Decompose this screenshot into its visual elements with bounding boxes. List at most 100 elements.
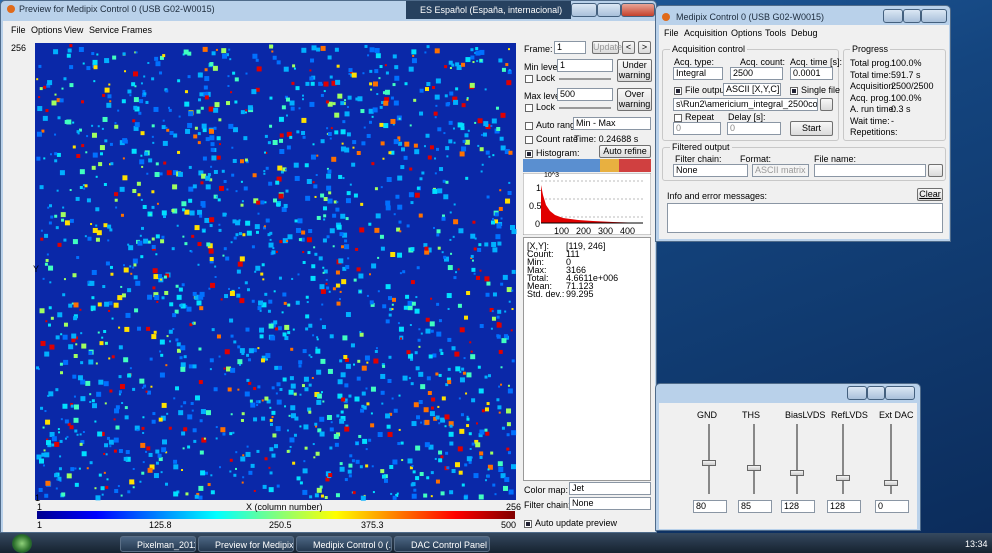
filter-chain-select[interactable]: None [673, 164, 748, 177]
menu-item[interactable]: Service Frames [89, 25, 152, 35]
speckle [234, 101, 237, 104]
lock-checkbox[interactable] [525, 104, 533, 112]
dac-input[interactable]: 85 [738, 500, 772, 513]
minimize-button[interactable] [883, 9, 903, 23]
file-output-checkbox[interactable] [674, 87, 682, 95]
min-slider[interactable] [559, 78, 611, 80]
menu-item[interactable]: Tools [765, 28, 786, 38]
menu-item[interactable]: Acquisition [684, 28, 728, 38]
browse-button[interactable] [928, 164, 943, 177]
dac-input[interactable]: 128 [781, 500, 815, 513]
auto-update-checkbox[interactable] [524, 520, 532, 528]
minimize-button[interactable] [571, 3, 597, 17]
menu-item[interactable]: File [11, 25, 26, 35]
speckle [280, 133, 284, 137]
min-level-input[interactable]: 1 [557, 59, 613, 72]
start-button[interactable]: Start [790, 121, 833, 136]
speckle [242, 200, 244, 202]
speckle [92, 403, 97, 408]
under-warning-button[interactable]: Under warning [617, 59, 652, 82]
format-select[interactable]: ASCII matrix [752, 164, 809, 177]
speckle [296, 130, 299, 133]
auto-update-label: Auto update preview [535, 518, 617, 528]
speckle [59, 455, 61, 457]
taskbar-button[interactable]: Medipix Control 0 (... [296, 536, 392, 552]
color-map-select[interactable]: Jet [569, 482, 651, 495]
repeat-checkbox[interactable] [674, 114, 682, 122]
auto-refine-button[interactable]: Auto refine [599, 145, 651, 158]
speckle [239, 232, 242, 235]
prev-button[interactable]: < [622, 41, 635, 54]
language-bar[interactable]: ES Español (España, internacional) [406, 1, 571, 19]
close-button[interactable] [885, 386, 915, 400]
hist-y-tick: 0.5 [529, 201, 542, 211]
slider-track[interactable] [796, 424, 798, 494]
menu-item[interactable]: Debug [791, 28, 818, 38]
speckle [91, 306, 96, 311]
taskbar-button[interactable]: Pixelman_2011_01_26 [120, 536, 196, 552]
slider-track[interactable] [842, 424, 844, 494]
menu-item[interactable]: File [664, 28, 679, 38]
acq-type-select[interactable]: Integral [673, 67, 723, 80]
count-rate-checkbox[interactable] [525, 136, 533, 144]
acq-count-input[interactable]: 2500 [730, 67, 783, 80]
frame-input[interactable]: 1 [554, 41, 586, 54]
dac-input[interactable]: 80 [693, 500, 727, 513]
speckle [316, 370, 321, 375]
slider-thumb[interactable] [790, 470, 804, 476]
slider-track[interactable] [708, 424, 710, 494]
slider-thumb[interactable] [747, 465, 761, 471]
maximize-button[interactable] [597, 3, 621, 17]
taskbar-button[interactable]: DAC Control Panel ... [394, 536, 490, 552]
max-level-input[interactable]: 500 [557, 88, 613, 101]
speckle [435, 373, 438, 376]
single-file-checkbox[interactable] [790, 87, 798, 95]
slider-thumb[interactable] [702, 460, 716, 466]
speckle [326, 186, 331, 191]
speckle [343, 355, 347, 359]
update-button[interactable]: Update [592, 41, 619, 54]
over-warning-button[interactable]: Over warning [617, 88, 652, 111]
file-name-input[interactable] [814, 164, 926, 177]
speckle [109, 100, 111, 102]
menu-item[interactable]: View [64, 25, 83, 35]
slider-thumb[interactable] [884, 480, 898, 486]
browse-button[interactable] [820, 98, 833, 111]
speckle [298, 218, 303, 223]
speckle [199, 92, 203, 96]
acq-time-input[interactable]: 0.0001 [790, 67, 833, 80]
histogram-checkbox[interactable] [525, 150, 533, 158]
minimize-button[interactable] [847, 386, 867, 400]
taskbar-button[interactable]: Preview for Medipix ... [198, 536, 294, 552]
format-select[interactable]: ASCII [X,Y,C] [723, 83, 781, 96]
close-button[interactable] [621, 3, 655, 17]
dac-input[interactable]: 128 [827, 500, 861, 513]
histogram-toolbar[interactable] [523, 159, 651, 172]
speckle [497, 242, 501, 246]
auto-range-select[interactable]: Min - Max [573, 117, 651, 130]
maximize-button[interactable] [903, 9, 921, 23]
filter-chain-select[interactable]: None [569, 497, 651, 510]
slider-track[interactable] [753, 424, 755, 494]
lock-checkbox[interactable] [525, 75, 533, 83]
speckle [47, 80, 52, 85]
menu-item[interactable]: Options [731, 28, 762, 38]
clear-button[interactable]: Clear [917, 188, 943, 201]
speckle [195, 127, 198, 130]
repeat-input[interactable]: 0 [673, 122, 721, 135]
speckle [240, 256, 245, 261]
speckle [112, 318, 114, 320]
path-input[interactable]: s\Run2\americium_integral_2500count_run2… [673, 98, 818, 111]
max-slider[interactable] [559, 107, 611, 109]
dac-input[interactable]: 0 [875, 500, 909, 513]
speckle [43, 116, 48, 121]
close-button[interactable] [921, 9, 947, 23]
start-button[interactable] [12, 534, 32, 553]
auto-range-checkbox[interactable] [525, 122, 533, 130]
delay-input[interactable]: 0 [727, 122, 781, 135]
maximize-button[interactable] [867, 386, 885, 400]
next-button[interactable]: > [638, 41, 651, 54]
slider-thumb[interactable] [836, 475, 850, 481]
speckle [394, 409, 398, 413]
menu-item[interactable]: Options [31, 25, 62, 35]
